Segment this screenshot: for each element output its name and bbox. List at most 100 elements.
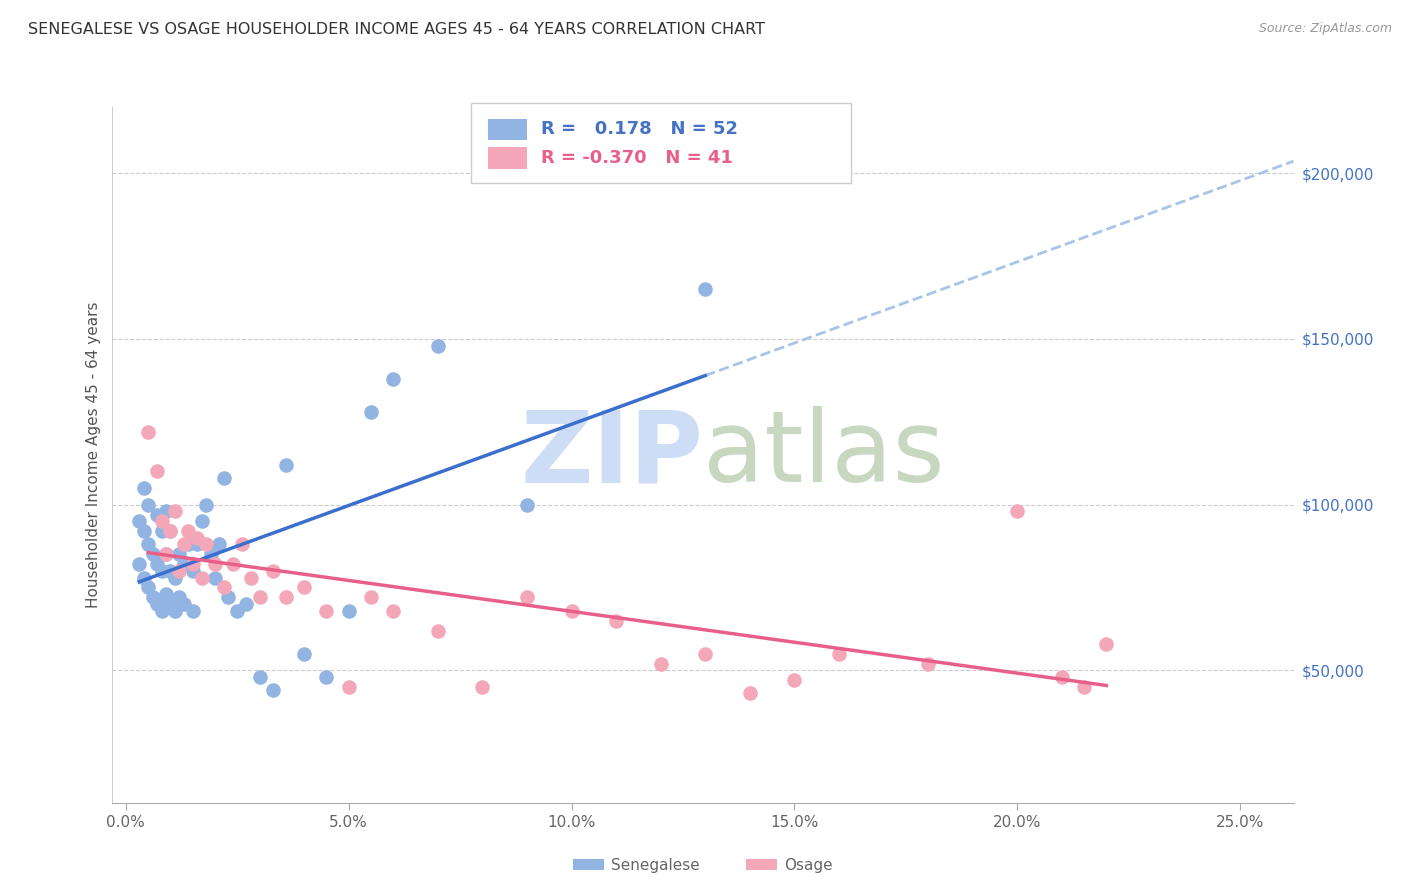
Point <box>146 508 169 522</box>
Point <box>212 471 235 485</box>
Point <box>262 564 284 578</box>
Point <box>150 564 173 578</box>
Point <box>1095 637 1118 651</box>
Point <box>159 524 181 538</box>
Point <box>222 558 245 572</box>
Point <box>195 498 218 512</box>
Point <box>276 458 298 472</box>
Point <box>128 558 150 572</box>
Point <box>177 537 200 551</box>
Point <box>516 591 538 605</box>
Point <box>146 597 169 611</box>
Point <box>262 683 284 698</box>
Point <box>695 647 717 661</box>
Point <box>231 537 253 551</box>
Point <box>150 514 173 528</box>
Legend: Senegalese, Osage: Senegalese, Osage <box>567 852 839 879</box>
Point <box>217 591 239 605</box>
Point <box>186 537 208 551</box>
Point <box>132 481 155 495</box>
Point <box>426 338 449 352</box>
Point <box>1050 670 1073 684</box>
Text: atlas: atlas <box>703 407 945 503</box>
Point <box>136 498 159 512</box>
Point <box>169 547 191 561</box>
Point <box>249 670 271 684</box>
Point <box>132 524 155 538</box>
Point <box>190 570 212 584</box>
Point <box>142 591 165 605</box>
Point <box>181 558 204 572</box>
Point <box>136 581 159 595</box>
Point <box>516 498 538 512</box>
Point <box>169 564 191 578</box>
Point <box>560 604 582 618</box>
Point <box>173 537 195 551</box>
Point <box>226 604 249 618</box>
Text: R =   0.178   N = 52: R = 0.178 N = 52 <box>541 120 738 138</box>
Point <box>292 581 315 595</box>
Point <box>159 597 181 611</box>
Point <box>173 597 195 611</box>
Text: Source: ZipAtlas.com: Source: ZipAtlas.com <box>1258 22 1392 36</box>
Point <box>212 581 235 595</box>
Point <box>738 686 761 700</box>
Point <box>828 647 851 661</box>
Point <box>128 514 150 528</box>
Point <box>783 673 806 688</box>
Point <box>239 570 262 584</box>
Text: ZIP: ZIP <box>520 407 703 503</box>
Point <box>181 604 204 618</box>
Point <box>163 570 186 584</box>
Point <box>155 587 177 601</box>
Point <box>695 282 717 296</box>
Point <box>1005 504 1028 518</box>
Text: SENEGALESE VS OSAGE HOUSEHOLDER INCOME AGES 45 - 64 YEARS CORRELATION CHART: SENEGALESE VS OSAGE HOUSEHOLDER INCOME A… <box>28 22 765 37</box>
Point <box>190 514 212 528</box>
Point <box>917 657 939 671</box>
Point <box>177 524 200 538</box>
Point <box>142 547 165 561</box>
Point <box>276 591 298 605</box>
Point <box>169 591 191 605</box>
Point <box>173 558 195 572</box>
Point <box>382 604 405 618</box>
Point <box>146 558 169 572</box>
Point <box>195 537 218 551</box>
Point <box>159 564 181 578</box>
Point <box>155 547 177 561</box>
Point <box>292 647 315 661</box>
Point <box>155 547 177 561</box>
Point <box>132 570 155 584</box>
Point <box>200 547 222 561</box>
Point <box>426 624 449 638</box>
Point <box>159 524 181 538</box>
Point <box>337 604 360 618</box>
Point <box>204 570 226 584</box>
Point <box>155 504 177 518</box>
Point <box>360 405 382 419</box>
Point <box>150 604 173 618</box>
Point <box>605 614 627 628</box>
Point <box>136 537 159 551</box>
Point <box>208 537 231 551</box>
Point <box>249 591 271 605</box>
Text: R = -0.370   N = 41: R = -0.370 N = 41 <box>541 149 733 167</box>
Point <box>382 372 405 386</box>
Point <box>315 670 337 684</box>
Point <box>1073 680 1095 694</box>
Point <box>650 657 672 671</box>
Point <box>186 531 208 545</box>
Point <box>204 558 226 572</box>
Point <box>235 597 257 611</box>
Point <box>315 604 337 618</box>
Point <box>136 425 159 439</box>
Point <box>471 680 494 694</box>
Point <box>150 524 173 538</box>
Point <box>146 465 169 479</box>
Point <box>181 564 204 578</box>
Point <box>360 591 382 605</box>
Y-axis label: Householder Income Ages 45 - 64 years: Householder Income Ages 45 - 64 years <box>86 301 101 608</box>
Point <box>163 604 186 618</box>
Point <box>163 504 186 518</box>
